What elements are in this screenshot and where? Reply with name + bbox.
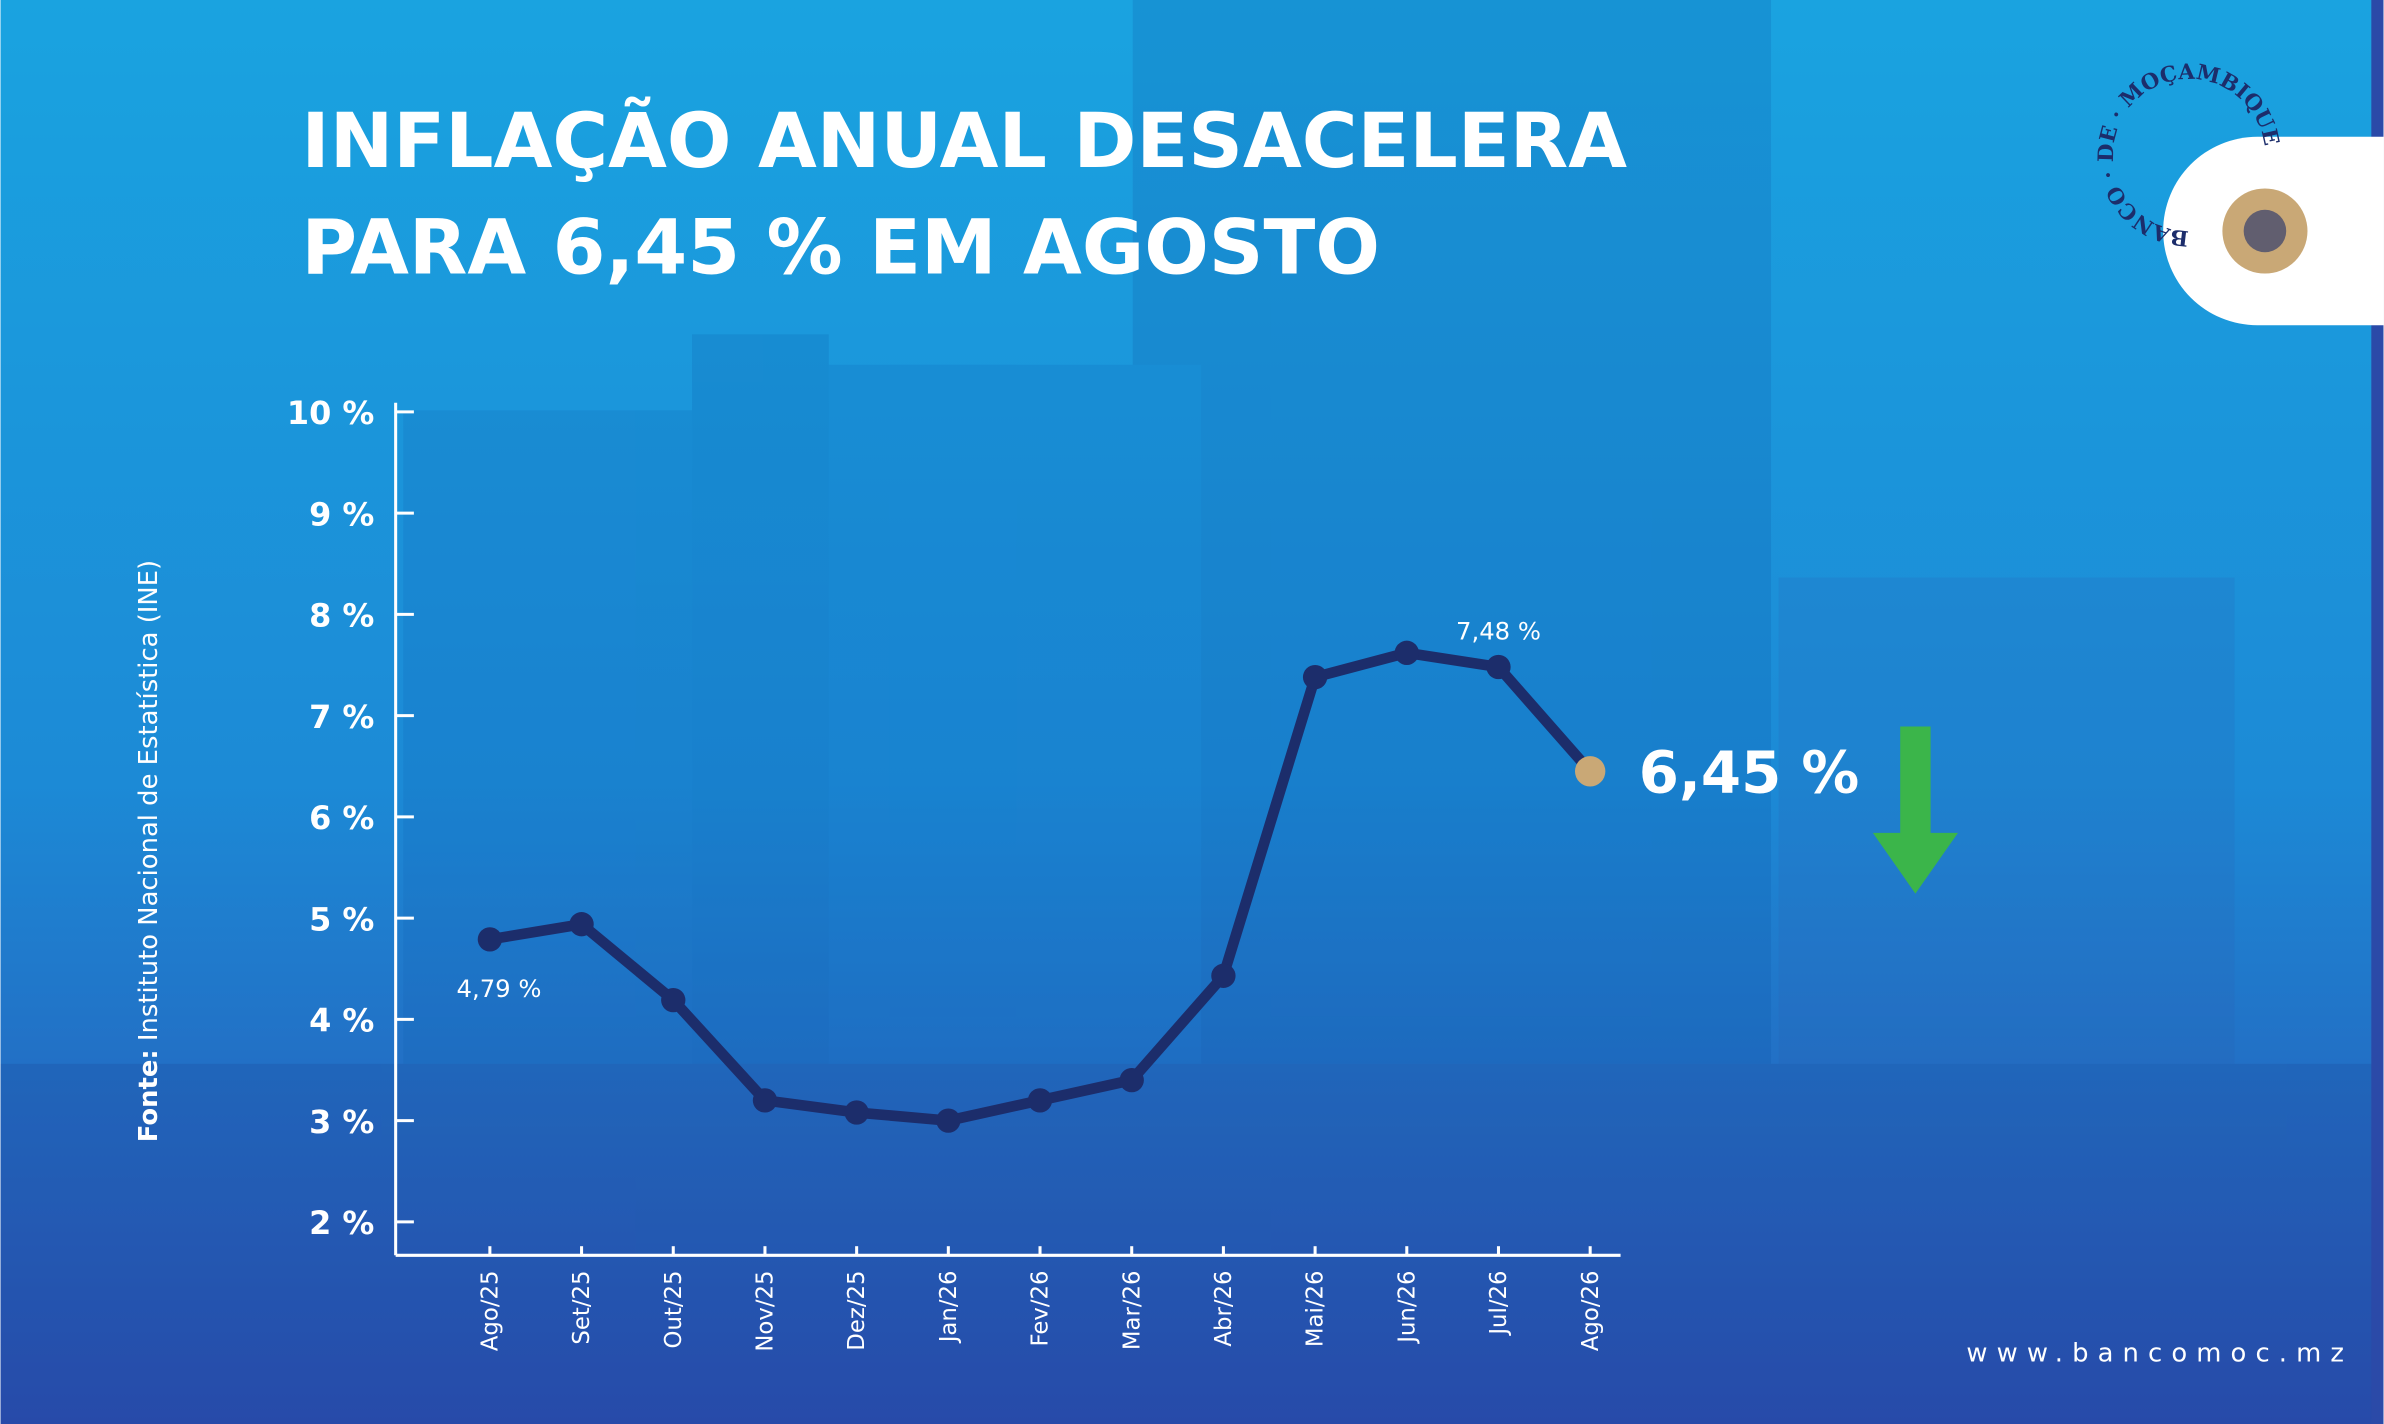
title-line: INFLAÇÃO ANUAL DESACELERA: [301, 96, 1627, 185]
data-point: [752, 1088, 778, 1113]
y-tick-label: 2 %: [309, 1204, 374, 1242]
source: Fonte: Instituto Nacional de Estatística…: [134, 560, 164, 1142]
data-point: [1027, 1088, 1053, 1113]
x-tick-label: Out/25: [661, 1271, 687, 1349]
x-tick-label: Mar/26: [1119, 1271, 1145, 1351]
data-point: [936, 1108, 961, 1133]
x-tick-label: Fev/26: [1028, 1271, 1054, 1347]
building: [692, 334, 829, 1186]
y-tick-label: 7 %: [309, 698, 374, 736]
x-tick-label: Abr/26: [1211, 1271, 1237, 1347]
value-label-highlight: 6,45 %: [1639, 739, 1859, 807]
data-point: [1302, 664, 1328, 690]
x-tick-label: Jul/26: [1486, 1271, 1512, 1337]
data-point: [1486, 654, 1511, 680]
y-tick-label: 8 %: [309, 597, 374, 635]
edge: [2371, 0, 2384, 1424]
x-tick-label: Nov/25: [753, 1271, 779, 1352]
data-point: [569, 912, 594, 937]
ground: [0, 1063, 2384, 1424]
y-tick-label: 5 %: [309, 900, 374, 938]
x-tick-label: Dez/25: [844, 1271, 870, 1351]
plot: 2 % 3 % 4 % 5 % 6 % 7 % 8 % 9 % 10 % Ago/25 Set/25…: [287, 394, 1859, 1352]
y-tick-label: 3 %: [309, 1103, 374, 1141]
data-point: [661, 987, 686, 1013]
website: www.bancomoc.mz: [1966, 1339, 2353, 1369]
data-point: [844, 1100, 869, 1125]
x-tick-label: Jun/26: [1394, 1271, 1420, 1345]
y-tick-label: 6 %: [309, 799, 374, 837]
building: [821, 364, 1202, 1156]
x-tick-label: Ago/25: [477, 1271, 503, 1352]
data-point: [1574, 756, 1606, 787]
y-tick-label: 4 %: [309, 1002, 374, 1040]
data-point: [477, 927, 503, 952]
x-tick-label: Ago/26: [1578, 1271, 1604, 1352]
value-label: 4,79 %: [457, 974, 542, 1003]
y-tick-label: 10 %: [287, 394, 374, 432]
down-arrow: [1872, 726, 1958, 894]
y-tick-label: 9 %: [309, 495, 374, 533]
building: [403, 410, 693, 1095]
data-point: [1211, 963, 1236, 988]
title-line: PARA 6,45 % EM AGOSTO: [301, 203, 1379, 292]
data-point: [1394, 640, 1419, 665]
source-label: Fonte:: [134, 1049, 164, 1142]
building: [1778, 577, 2235, 1080]
tower: [1132, 0, 1772, 1064]
value-label: 7,48 %: [1456, 617, 1541, 646]
x-tick-label: Mai/26: [1303, 1271, 1329, 1348]
x-tick-label: Jan/26: [936, 1271, 962, 1345]
x-tick-label: Set/25: [569, 1271, 595, 1345]
data-point: [1119, 1067, 1144, 1093]
source-text: Instituto Nacional de Estatística (INE): [134, 560, 164, 1041]
logo-emblem: [2243, 209, 2287, 253]
